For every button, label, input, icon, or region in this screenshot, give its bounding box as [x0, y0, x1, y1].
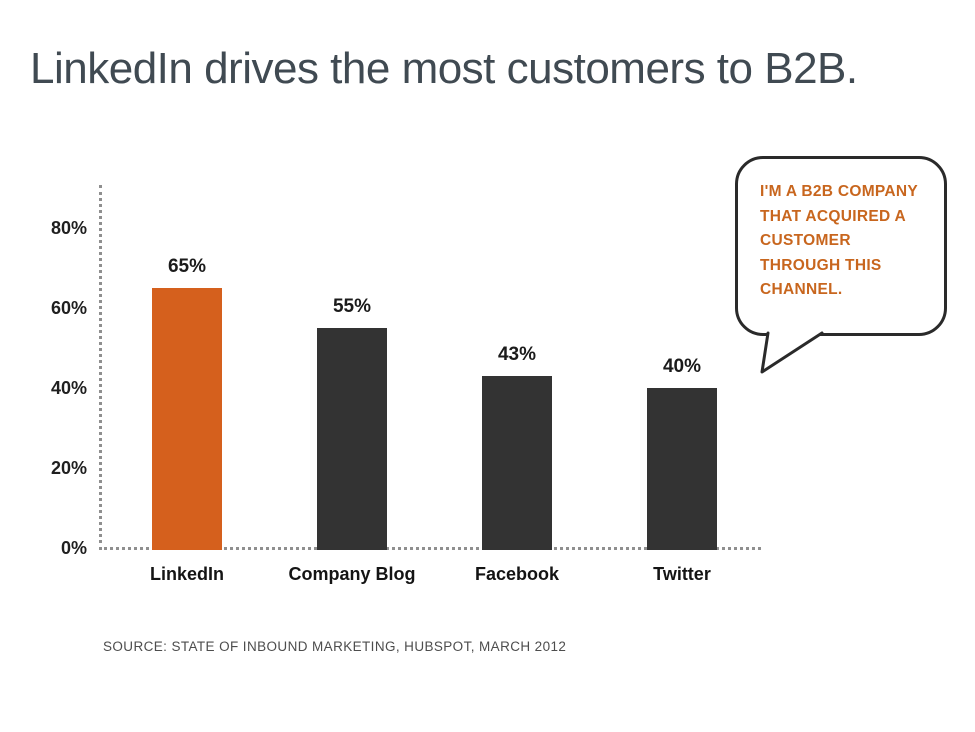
bar-twitter: [647, 388, 717, 550]
bar-company-blog: [317, 328, 387, 550]
x-axis-label: Company Blog: [288, 564, 416, 584]
source-citation: SOURCE: STATE OF INBOUND MARKETING, HUBS…: [103, 639, 567, 654]
x-axis-label: Facebook: [474, 564, 560, 584]
x-axis-line: [99, 547, 761, 550]
bar-chart: 80% 60% 40% 20% 0% 65% LinkedIn 55% Company Blog…: [51, 185, 761, 584]
bar-value-label: 65%: [167, 256, 207, 277]
bar-value-label: 55%: [332, 296, 372, 317]
y-axis-line: [99, 185, 102, 550]
bar-value-label: 43%: [497, 344, 537, 365]
bar-linkedin: [152, 288, 222, 550]
bar-facebook: [482, 376, 552, 550]
callout-speech-bubble: I'M A B2B COMPANY THAT ACQUIRED A CUSTOM…: [735, 156, 947, 336]
y-axis-tick-label: 20%: [50, 458, 87, 478]
x-axis-label: Twitter: [653, 564, 711, 584]
y-axis-tick-label: 80%: [50, 218, 87, 238]
callout-text: I'M A B2B COMPANY THAT ACQUIRED A CUSTOM…: [760, 183, 919, 298]
y-axis-tick-label: 40%: [50, 378, 87, 398]
page-title: LinkedIn drives the most customers to B2…: [30, 44, 858, 93]
x-axis-label: LinkedIn: [149, 564, 224, 584]
y-axis-tick-label: 0%: [60, 538, 87, 558]
y-axis-tick-label: 60%: [50, 298, 87, 318]
speech-bubble-tail-icon: [760, 331, 824, 374]
bar-value-label: 40%: [662, 356, 702, 377]
